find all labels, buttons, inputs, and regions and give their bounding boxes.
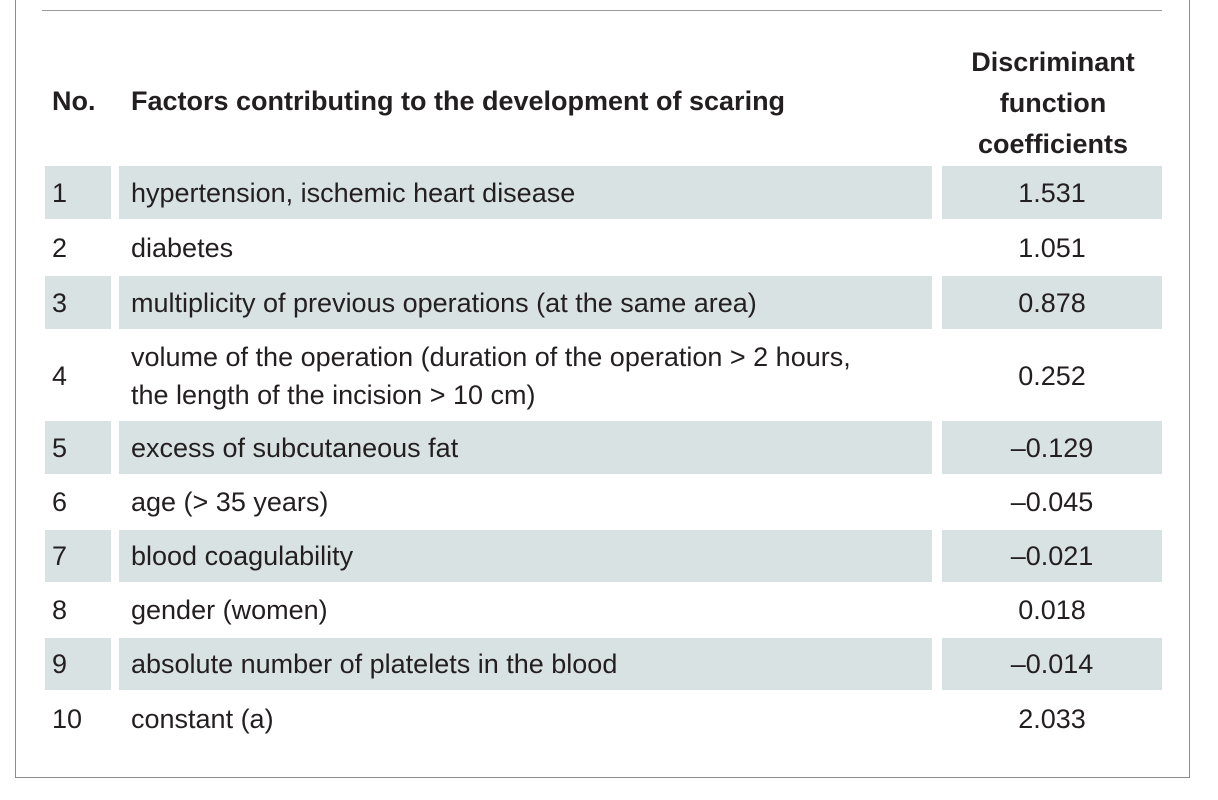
row-number: 6	[52, 487, 68, 517]
row-number: 10	[52, 704, 83, 734]
row-coefficient: 2.033	[1018, 704, 1086, 734]
table-row: 10 constant (a) 2.033	[45, 692, 1162, 746]
row-number: 2	[52, 233, 68, 263]
header-factor: Factors contributing to the development …	[131, 86, 786, 116]
top-rule	[42, 10, 1162, 11]
row-coefficient: 0.018	[1018, 595, 1086, 625]
row-number: 1	[45, 166, 111, 219]
row-factor: age (> 35 years)	[131, 487, 329, 517]
row-factor: blood coagulability	[119, 530, 932, 582]
row-number: 8	[52, 595, 68, 625]
row-coefficient: 0.252	[1018, 360, 1086, 391]
table-frame	[15, 0, 1190, 778]
row-coefficient: –0.045	[1010, 487, 1094, 517]
row-coefficient: –0.129	[942, 421, 1162, 474]
table-row: 6 age (> 35 years) –0.045	[45, 476, 1162, 528]
row-number: 5	[45, 421, 111, 474]
table-row: 2 diabetes 1.051	[45, 222, 1162, 274]
row-number: 7	[45, 530, 111, 582]
row-factor: volume of the operation (duration of the…	[131, 341, 851, 410]
row-factor: excess of subcutaneous fat	[119, 421, 932, 474]
table-row: 8 gender (women) 0.018	[45, 584, 1162, 636]
row-factor: constant (a)	[131, 704, 274, 734]
row-coefficient: 1.531	[942, 166, 1162, 219]
row-factor: multiplicity of previous operations (at …	[119, 276, 932, 329]
row-coefficient: 0.878	[942, 276, 1162, 329]
table-row: 5 excess of subcutaneous fat –0.129	[45, 421, 1162, 474]
row-number: 9	[45, 638, 111, 690]
row-coefficient: –0.014	[942, 638, 1162, 690]
row-coefficient: 1.051	[1018, 233, 1086, 263]
row-factor: gender (women)	[131, 595, 328, 625]
row-factor: hypertension, ischemic heart disease	[119, 166, 932, 219]
table-row: 1 hypertension, ischemic heart disease 1…	[45, 166, 1162, 219]
table-row: 9 absolute number of platelets in the bl…	[45, 638, 1162, 690]
table-row: 4 volume of the operation (duration of t…	[45, 331, 1162, 420]
header-no: No.	[52, 86, 96, 116]
row-number: 4	[52, 360, 68, 391]
header-coefficients: Discriminant function coefficients	[971, 47, 1135, 159]
row-factor: diabetes	[131, 233, 234, 263]
row-coefficient: –0.021	[942, 530, 1162, 582]
row-number: 3	[45, 276, 111, 329]
table-row: 7 blood coagulability –0.021	[45, 530, 1162, 582]
table-row: 3 multiplicity of previous operations (a…	[45, 276, 1162, 329]
row-factor: absolute number of platelets in the bloo…	[119, 638, 932, 690]
